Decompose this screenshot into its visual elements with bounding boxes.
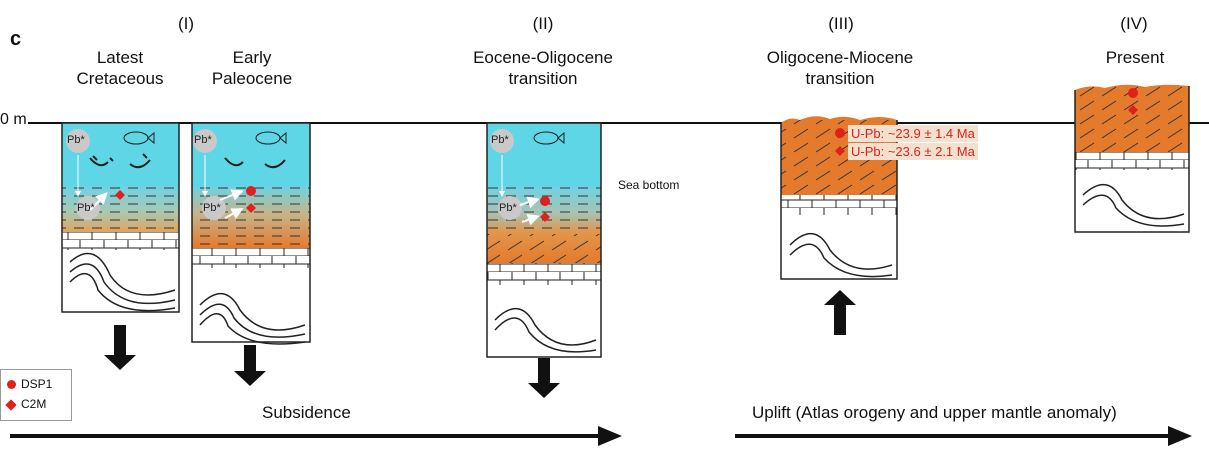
pb-label-6: Pb*: [499, 202, 517, 214]
stage-eocene-oligocene-title: Eocene-Oligocene transition: [473, 48, 613, 88]
pb-label-2: Pb*: [77, 202, 95, 214]
sea-bottom-label: Sea bottom: [618, 178, 680, 192]
stage-present-title: Present: [1105, 48, 1165, 67]
circle-marker-icon: [7, 380, 16, 390]
column-present: [1074, 84, 1190, 233]
stage-early-paleocene-title: Early Paleocene: [211, 48, 293, 88]
column-eocene-oligocene: [486, 122, 602, 358]
stage-IV-numeral: (IV): [1120, 14, 1148, 33]
stage-II-numeral: (II): [532, 14, 554, 33]
legend-item-c2m: C2M: [5, 397, 46, 411]
legend: DSP1 C2M: [0, 369, 72, 421]
pb-label-3: Pb*: [194, 134, 212, 146]
subsidence-arrow-1: [104, 325, 136, 370]
age-label-dsp1: U-Pb: ~23.9 ± 1.4 Ma: [848, 125, 978, 142]
column-early-paleocene: [191, 122, 311, 345]
stage-III-numeral: (III): [828, 14, 854, 33]
column-latest-cretaceous: [61, 122, 180, 313]
stage-oligocene-miocene-title: Oligocene-Miocene transition: [766, 48, 914, 88]
stage-I-numeral: (I): [177, 14, 195, 33]
pb-label-5: Pb*: [491, 134, 509, 146]
uplift-label: Uplift (Atlas orogeny and upper mantle a…: [752, 403, 1117, 422]
uplift-arrow: [824, 290, 856, 335]
pb-label-4: Pb*: [203, 202, 221, 214]
zero-meter-label: 0 m: [0, 111, 27, 128]
pb-label-1: Pb*: [67, 134, 85, 146]
stage-latest-cretaceous-title: Latest Cretaceous: [76, 48, 164, 88]
diamond-marker-icon: [5, 399, 17, 411]
subsidence-label: Subsidence: [262, 403, 351, 422]
panel-letter: c: [10, 28, 22, 50]
subsidence-arrow-3: [528, 358, 560, 398]
age-label-c2m: U-Pb: ~23.6 ± 2.1 Ma: [848, 143, 978, 160]
subsidence-arrow-2: [234, 345, 266, 386]
column-oligocene-miocene: [780, 116, 898, 280]
legend-item-dsp1: DSP1: [7, 377, 52, 391]
